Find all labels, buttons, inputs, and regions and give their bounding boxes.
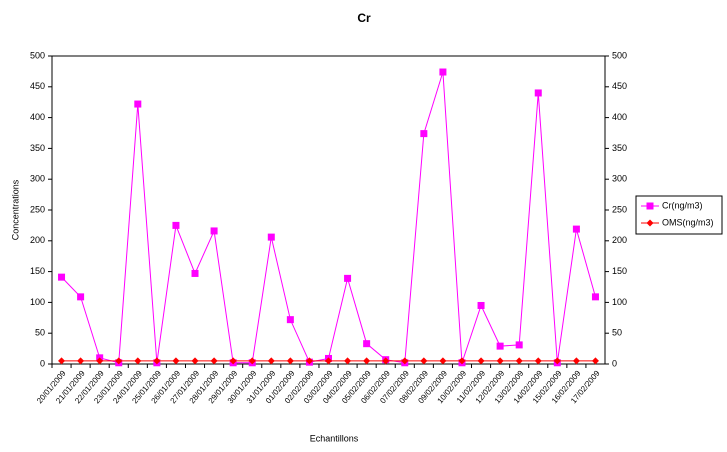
- y2-tick-label: 300: [612, 174, 627, 184]
- data-point: [267, 233, 275, 241]
- chart-title: Cr: [357, 11, 371, 25]
- y2-tick-label: 350: [612, 143, 627, 153]
- data-point: [553, 357, 561, 365]
- y2-tick-label: 400: [612, 112, 627, 122]
- data-point: [572, 357, 580, 365]
- data-point: [439, 357, 447, 365]
- data-point: [477, 301, 485, 309]
- data-point: [534, 89, 542, 97]
- data-point: [153, 357, 161, 365]
- data-point: [591, 357, 599, 365]
- y2-tick-label: 200: [612, 235, 627, 245]
- data-point: [96, 357, 104, 365]
- data-point: [267, 357, 275, 365]
- data-point: [325, 357, 332, 365]
- data-point: [344, 274, 352, 282]
- data-point: [458, 357, 466, 365]
- y-tick-label: 150: [30, 266, 45, 276]
- data-point: [363, 340, 371, 348]
- y-tick-label: 500: [30, 50, 45, 60]
- y-axis-label: Concentrations: [10, 179, 20, 240]
- legend-label: OMS(ng/m3): [662, 217, 714, 227]
- data-point: [305, 357, 313, 365]
- data-point: [210, 227, 218, 235]
- data-point: [58, 273, 66, 281]
- data-point: [420, 357, 428, 365]
- data-point: [172, 357, 180, 365]
- y-tick-label: 400: [30, 112, 45, 122]
- data-point: [401, 357, 409, 365]
- data-point: [363, 357, 371, 365]
- y-tick-label: 300: [30, 174, 45, 184]
- data-point: [134, 357, 142, 365]
- data-point: [172, 221, 180, 229]
- data-point: [248, 357, 256, 365]
- y2-tick-label: 250: [612, 204, 627, 214]
- y2-tick-label: 500: [612, 50, 627, 60]
- data-point: [534, 357, 542, 365]
- y-tick-label: 50: [35, 328, 45, 338]
- data-point: [191, 357, 199, 365]
- series-line: [61, 71, 596, 364]
- data-point: [646, 202, 654, 210]
- data-point: [382, 357, 390, 365]
- y-tick-label: 100: [30, 297, 45, 307]
- y-tick-label: 450: [30, 81, 45, 91]
- data-point: [496, 357, 504, 365]
- y-tick-label: 0: [40, 358, 45, 368]
- data-point: [58, 357, 66, 365]
- data-point: [286, 357, 294, 365]
- data-point: [229, 357, 237, 365]
- data-point: [286, 316, 294, 324]
- data-point: [77, 293, 85, 301]
- y2-tick-label: 450: [612, 81, 627, 91]
- y2-tick-label: 0: [612, 358, 617, 368]
- data-point: [572, 225, 580, 233]
- data-point: [439, 68, 447, 76]
- y2-tick-label: 50: [612, 328, 622, 338]
- data-point: [591, 293, 599, 301]
- y-tick-label: 250: [30, 204, 45, 214]
- y-tick-label: 200: [30, 235, 45, 245]
- data-point: [496, 342, 504, 350]
- data-point: [477, 357, 485, 365]
- data-point: [134, 100, 142, 108]
- x-axis-label: Echantillons: [310, 433, 359, 443]
- data-point: [77, 357, 85, 365]
- y-tick-label: 350: [30, 143, 45, 153]
- data-point: [191, 269, 199, 277]
- data-point: [646, 219, 654, 227]
- data-point: [515, 357, 523, 365]
- legend: [635, 195, 723, 235]
- y2-tick-label: 100: [612, 297, 627, 307]
- y2-tick-label: 150: [612, 266, 627, 276]
- data-point: [420, 130, 428, 138]
- data-point: [344, 357, 352, 365]
- legend-label: Cr(ng/m3): [662, 200, 703, 210]
- data-point: [515, 341, 523, 349]
- data-point: [115, 357, 123, 365]
- data-point: [210, 357, 218, 365]
